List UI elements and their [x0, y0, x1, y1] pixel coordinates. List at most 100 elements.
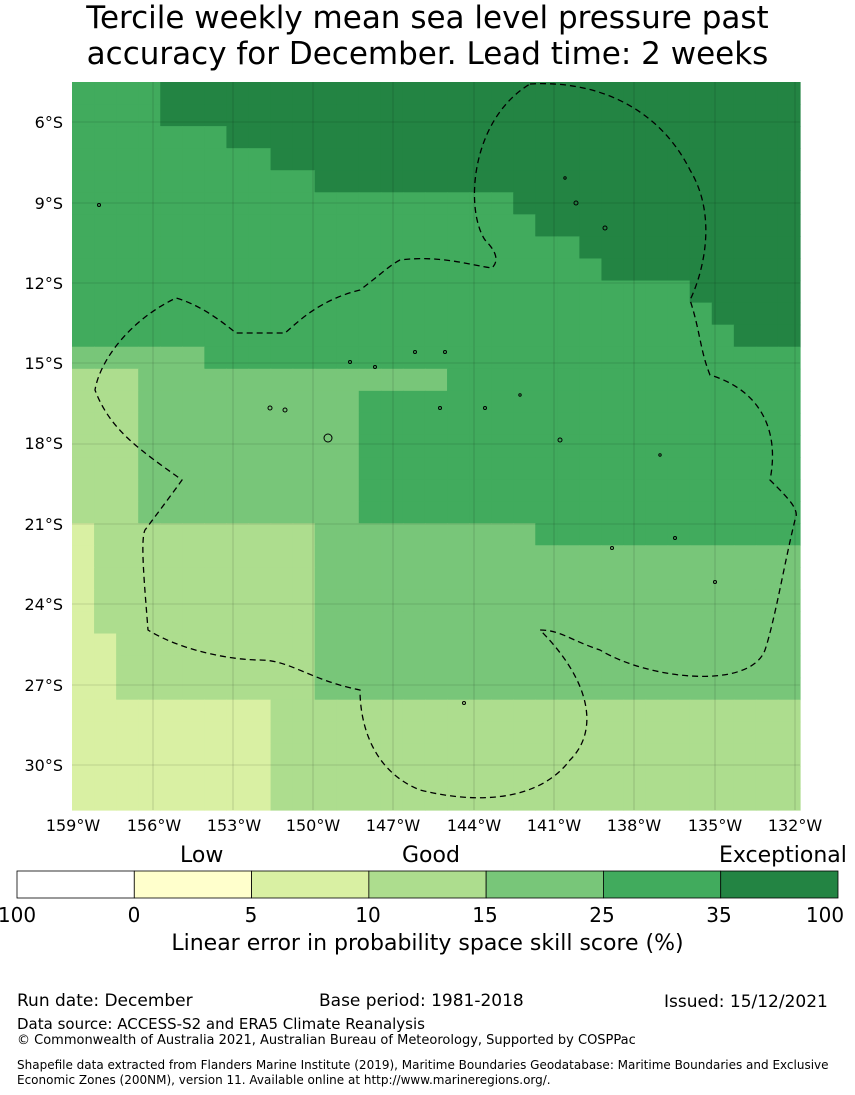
skill-cell: [579, 104, 603, 127]
skill-cell: [314, 434, 338, 458]
skill-cell: [402, 633, 426, 657]
skill-cell: [557, 787, 580, 811]
skill-cell: [270, 412, 294, 436]
skill-cell: [248, 170, 272, 193]
lat-label-9s: 9°S: [34, 194, 63, 213]
skill-cell: [733, 677, 757, 701]
skill-cell: [601, 148, 625, 171]
skill-cell: [689, 192, 713, 215]
skill-cell: [535, 104, 558, 127]
skill-cell: [182, 412, 205, 436]
skill-cell: [160, 214, 183, 238]
skill-cell: [226, 346, 250, 370]
skill-cell: [204, 523, 228, 546]
skill-cell: [182, 126, 205, 149]
skill-cell: [72, 721, 95, 745]
skill-cell: [314, 214, 338, 238]
skill-cell: [380, 677, 404, 701]
skill-cell: [270, 214, 294, 238]
skill-cell: [358, 721, 382, 745]
skill-cell: [777, 104, 801, 127]
skill-cell: [491, 457, 514, 480]
skill-cell: [226, 743, 250, 767]
skill-cell: [755, 501, 779, 524]
skill-cell: [447, 412, 470, 436]
skill-cell: [402, 412, 426, 436]
skill-cell: [645, 82, 669, 105]
skill-cell: [667, 787, 691, 811]
skill-cell: [226, 567, 250, 590]
skill-cell: [358, 104, 382, 127]
skill-cell: [292, 721, 316, 745]
skill-cell: [182, 302, 205, 326]
skill-cell: [623, 567, 647, 590]
skill-cell: [380, 457, 404, 480]
skill-cell: [667, 104, 691, 127]
skill-cell: [336, 170, 360, 193]
skill-cell: [755, 765, 779, 789]
skill-cell: [116, 655, 139, 679]
skill-cell: [402, 721, 426, 745]
skill-cell: [226, 699, 250, 723]
skill-cell: [248, 368, 272, 392]
skill-cell: [623, 214, 647, 238]
skill-cell: [160, 82, 183, 105]
skill-cell: [314, 699, 338, 723]
skill-cell: [116, 104, 139, 127]
skill-cell: [138, 699, 161, 723]
skill-cell: [226, 148, 250, 171]
skill-cell: [182, 368, 205, 392]
skill-cell: [336, 765, 360, 789]
skill-cell: [314, 412, 338, 436]
skill-cell: [711, 170, 735, 193]
skill-cell: [689, 302, 713, 326]
skill-cell: [72, 302, 95, 326]
skill-cell: [755, 104, 779, 127]
lon-label-153w: 153°W: [206, 816, 262, 835]
skill-cell: [447, 655, 470, 679]
colorbar-tick-label: 0: [127, 903, 141, 927]
skill-cell: [513, 82, 536, 105]
skill-cell: [270, 721, 294, 745]
skill-cell: [579, 655, 603, 679]
skill-cell: [535, 236, 558, 260]
skill-cell: [557, 545, 580, 568]
skill-cell: [358, 126, 382, 149]
skill-cell: [424, 523, 448, 546]
skill-cell: [711, 412, 735, 436]
skill-cell: [689, 545, 713, 568]
skill-cell: [248, 765, 272, 789]
skill-cell: [601, 170, 625, 193]
skill-cell: [160, 412, 183, 436]
skill-cell: [689, 434, 713, 458]
skill-cell: [733, 192, 757, 215]
skill-cell: [711, 787, 735, 811]
skill-cell: [336, 214, 360, 238]
skill-cell: [755, 567, 779, 590]
skill-cell: [226, 170, 250, 193]
skill-cell: [711, 126, 735, 149]
skill-cell: [336, 82, 360, 105]
skill-cell: [292, 82, 316, 105]
skill-cell: [116, 699, 139, 723]
skill-cell: [557, 148, 580, 171]
skill-cell: [469, 567, 492, 590]
skill-cell: [402, 302, 426, 326]
skill-cell: [667, 82, 691, 105]
skill-cell: [248, 236, 272, 260]
skill-cell: [733, 148, 757, 171]
colorbar-title: Linear error in probability space skill …: [171, 931, 684, 956]
skill-cell: [116, 192, 139, 215]
skill-cell: [601, 434, 625, 458]
lat-label-18s: 18°S: [24, 434, 63, 453]
skill-cell: [116, 765, 139, 789]
skill-cell: [292, 765, 316, 789]
colorbar-tick-label: 15: [472, 903, 498, 927]
skill-cell: [424, 677, 448, 701]
skill-cell: [380, 280, 404, 304]
skill-cell: [358, 302, 382, 326]
skill-cell: [314, 82, 338, 105]
skill-cell: [645, 368, 669, 392]
skill-cell: [667, 567, 691, 590]
skill-cell: [601, 412, 625, 436]
